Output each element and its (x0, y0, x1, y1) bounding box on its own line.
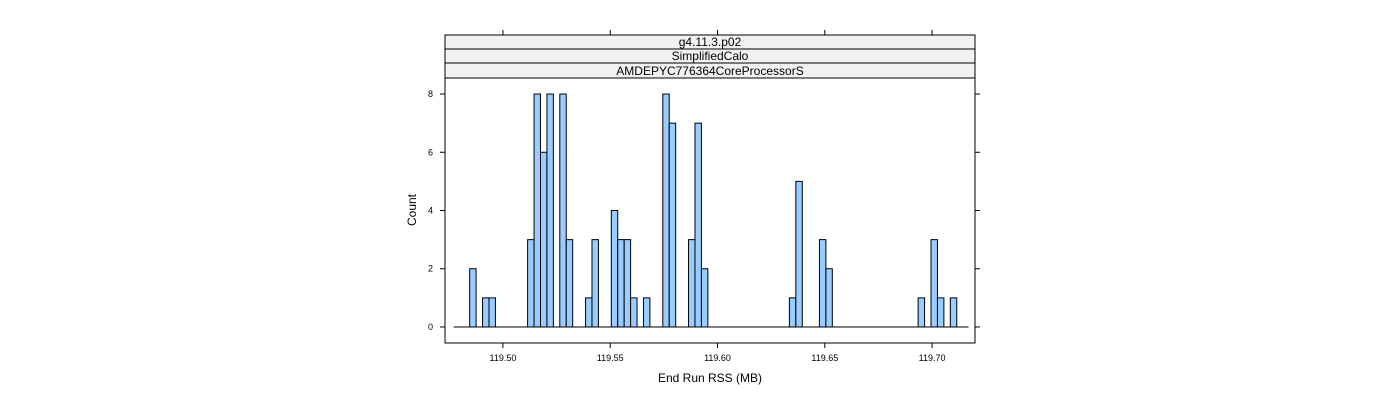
histogram-bar-12 (610, 210, 619, 328)
histogram-bar-22 (788, 297, 797, 328)
histogram-bar-15 (630, 297, 638, 328)
x-tick-label-4: 119.65 (811, 353, 838, 363)
histogram-bar-24 (818, 239, 827, 328)
histogram-bar-16 (642, 297, 651, 328)
strip-panel: g4.11.3.p02 SimplifiedCalo AMDEPYC776364… (444, 34, 976, 79)
y-axis-ticks: 0 2 4 6 8 (428, 89, 980, 332)
plot-frame (444, 77, 976, 344)
histogram-bar-18 (668, 122, 677, 328)
histogram-bar-1 (469, 268, 477, 328)
x-tick-label-1: 119.50 (490, 353, 517, 363)
x-tick-label-3: 119.60 (704, 353, 731, 363)
histogram-bar-20 (694, 122, 702, 328)
histogram-bar-17 (662, 93, 670, 328)
x-tick-label-2: 119.55 (597, 353, 624, 363)
histogram-bar-21 (700, 268, 709, 328)
strip-2-label: SimplifiedCalo (672, 49, 749, 63)
histogram-bar-8 (559, 93, 567, 328)
histogram-bar-28 (936, 297, 945, 328)
x-tick-label-5: 119.70 (919, 353, 946, 363)
histogram-bar-4 (527, 239, 535, 328)
histogram-bar-7 (546, 93, 554, 328)
histogram-bar-27 (930, 239, 938, 328)
histogram-bar-10 (585, 297, 593, 328)
histogram-bar-25 (825, 268, 833, 328)
histogram-bar-29 (949, 297, 958, 328)
y-tick-label-1: 0 (428, 322, 433, 332)
strip-3-label: AMDEPYC776364CoreProcessorS (616, 64, 803, 78)
y-axis-title: Count (405, 193, 419, 226)
strip-1-label: g4.11.3.p02 (679, 35, 742, 49)
histogram-bar-14 (623, 239, 632, 328)
histogram-bar-11 (591, 239, 599, 328)
histogram-bar-2 (482, 297, 490, 328)
histogram-bar-13 (617, 239, 625, 328)
histogram-bar-5 (533, 93, 541, 328)
x-axis-ticks: 119.50 119.55 119.60 119.65 119.70 (490, 30, 946, 363)
histogram-bar-23 (795, 180, 803, 328)
y-tick-label-5: 8 (428, 89, 433, 99)
x-axis-title: End Run RSS (MB) (658, 371, 762, 385)
histogram-bar-3 (488, 297, 496, 328)
y-tick-label-2: 2 (428, 264, 433, 274)
histogram-bar-6 (539, 151, 548, 328)
histogram-bar-9 (565, 239, 574, 328)
bars-group (469, 93, 958, 328)
histogram-bar-19 (688, 239, 696, 328)
y-tick-label-4: 6 (428, 147, 433, 157)
y-tick-label-3: 4 (428, 206, 433, 216)
histogram-bar-26 (917, 297, 926, 328)
